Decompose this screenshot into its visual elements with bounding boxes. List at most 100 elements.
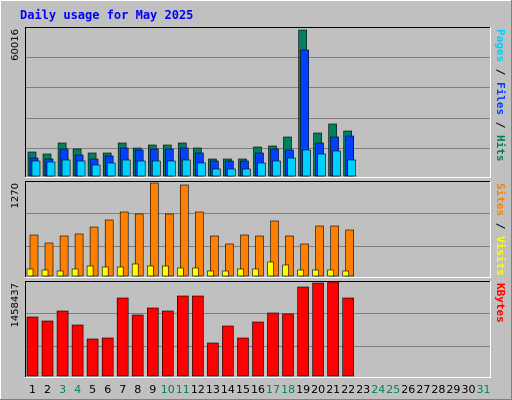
bar-visits-day-2 [41,269,49,277]
bar-sites-day-1 [29,234,39,277]
bar-visits-day-4 [71,268,79,277]
bar-pages-day-19 [302,149,311,177]
x-tick-label: 14 [221,383,235,396]
bar-sites-day-5 [89,226,99,277]
bar-pages-day-5 [91,164,101,177]
legend-part: Visits [494,236,507,276]
x-tick-label: 21 [326,383,340,396]
bar-visits-day-13 [207,270,214,277]
bar-visits-day-11 [177,267,184,277]
bar-pages-day-2 [46,161,56,177]
bar-sites-day-7 [119,211,129,277]
bar-kbytes-day-22 [342,297,355,377]
legend-part: / [494,216,507,236]
x-tick-label: 29 [446,383,460,396]
bar-sites-day-13 [210,235,219,277]
x-tick-label: 11 [176,383,190,396]
bar-kbytes-day-5 [86,338,99,377]
bar-kbytes-day-9 [147,307,159,377]
bar-kbytes-day-12 [192,295,204,377]
bar-kbytes-day-4 [71,324,84,377]
bar-kbytes-day-18 [282,313,294,377]
hits-panel: 60016 Pages / Files / Hits [10,27,507,178]
bar-sites-day-14 [225,243,234,277]
bar-pages-day-21 [332,150,341,177]
bar-pages-day-20 [317,153,326,177]
x-tick-label: 7 [119,383,126,396]
visits-panel: 1270 Sites / Visits [10,181,507,278]
bar-pages-day-13 [212,168,221,177]
kbytes-panel: 1458437 KBytes [10,281,507,378]
legend-part: Sites [494,183,507,216]
x-tick-label: 1 [29,383,36,396]
bar-sites-day-17 [270,220,279,277]
bar-visits-day-9 [147,265,154,277]
bar-kbytes-day-3 [56,310,69,377]
x-tick-label: 28 [431,383,445,396]
bar-sites-day-4 [74,233,84,277]
bar-visits-day-18 [282,264,289,277]
x-tick-label: 3 [59,383,66,396]
legend-part: Files [494,82,507,115]
bar-kbytes-day-11 [177,295,189,377]
bar-kbytes-day-20 [312,282,324,377]
legend-part: / [494,62,507,82]
bar-sites-day-9 [150,182,159,277]
panel-legend-label: KBytes [494,283,507,323]
series-sites [29,182,355,277]
legend-part: Pages [494,29,507,62]
bar-visits-day-5 [86,265,94,277]
bar-sites-day-3 [59,235,69,277]
x-tick-label: 31 [477,383,491,396]
bar-sites-day-8 [134,213,144,277]
x-tick-label: 26 [401,383,415,396]
y-max-label: 1458437 [10,283,21,328]
bar-visits-day-19 [297,269,304,277]
bar-sites-day-2 [44,242,54,277]
series-visits [26,261,350,277]
legend-part: KBytes [494,283,507,323]
bar-pages-day-15 [242,168,251,177]
bar-sites-day-22 [345,229,355,277]
bar-kbytes-day-14 [222,325,234,377]
x-tick-label: 30 [462,383,476,396]
bar-sites-day-18 [285,235,294,277]
bar-visits-day-21 [327,269,334,277]
bar-pages-day-3 [61,159,71,177]
panel-legend-label: Pages / Files / Hits [494,29,507,162]
x-tick-label: 16 [251,383,265,396]
y-max-label: 1270 [10,183,21,208]
x-tick-label: 23 [356,383,370,396]
x-tick-label: 18 [281,383,295,396]
bar-pages-day-10 [167,160,176,177]
bar-pages-day-4 [76,160,86,177]
bar-kbytes-day-21 [327,281,339,377]
bar-pages-day-22 [347,159,357,177]
bar-visits-day-15 [237,268,244,277]
bar-visits-day-10 [162,265,169,277]
bar-pages-day-12 [197,162,206,177]
x-tick-label: 15 [236,383,250,396]
bar-pages-day-9 [152,160,161,177]
x-tick-label: 5 [89,383,96,396]
bar-pages-day-8 [136,160,146,177]
x-tick-label: 2 [44,383,51,396]
bar-pages-day-6 [106,162,116,177]
bar-visits-day-3 [56,270,64,277]
series-pages [31,149,357,177]
bar-pages-day-1 [31,160,41,177]
bar-sites-day-6 [104,219,114,277]
bar-sites-day-10 [165,213,174,277]
x-tick-label: 25 [386,383,400,396]
x-tick-label: 9 [149,383,156,396]
bar-pages-day-14 [227,168,236,177]
bar-pages-day-17 [272,160,281,177]
bar-kbytes-day-17 [267,312,279,377]
bar-visits-day-7 [116,266,124,277]
y-max-label: 60016 [10,29,21,61]
x-tick-label: 10 [161,383,175,396]
bar-pages-day-16 [257,162,266,177]
x-tick-label: 12 [191,383,205,396]
bar-kbytes-day-10 [162,310,174,377]
